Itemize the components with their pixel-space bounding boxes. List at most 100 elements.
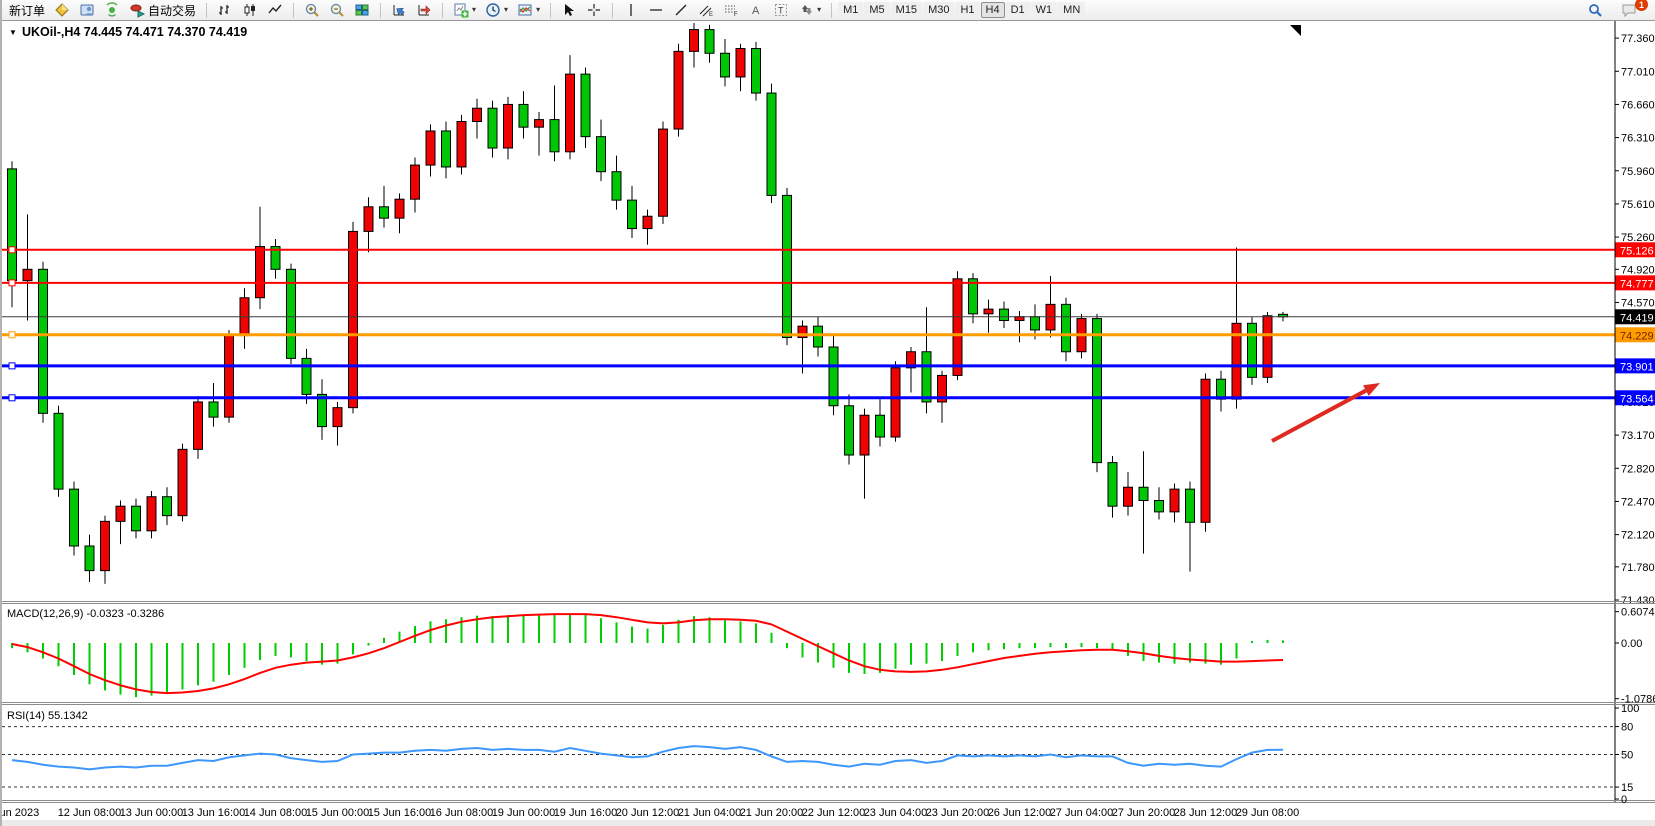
trendline-button[interactable] [669,1,693,19]
zoom-out-button[interactable] [325,1,349,19]
candle[interactable] [890,367,901,438]
candle[interactable] [503,103,513,149]
trend-arrow-annotation[interactable] [1271,383,1380,443]
dropdown-caret-icon[interactable]: ▾ [536,5,541,14]
candle[interactable] [642,215,653,230]
candle[interactable] [286,268,296,359]
candle[interactable] [952,278,963,376]
candle[interactable] [1107,462,1118,507]
candle[interactable] [1216,378,1226,400]
candle[interactable] [1061,303,1071,353]
candle[interactable] [813,325,823,348]
candle[interactable] [332,407,343,428]
candle[interactable] [115,505,126,522]
timeframe-button-D1[interactable]: D1 [1005,2,1030,18]
candle[interactable] [673,50,684,130]
signals-button[interactable] [100,1,124,19]
candle[interactable] [22,268,33,282]
tile-windows-button[interactable] [350,1,374,19]
vertical-line-button[interactable] [619,1,643,19]
candle[interactable] [549,119,560,153]
candle[interactable] [1262,315,1273,378]
candle[interactable] [301,357,312,395]
bar-chart-button[interactable] [213,1,237,19]
candle[interactable] [1185,488,1195,523]
candle[interactable] [751,48,761,94]
candle[interactable] [131,505,141,532]
candle[interactable] [844,405,854,456]
crosshair-button[interactable] [582,1,606,19]
candle[interactable] [348,230,358,409]
equidistant-channel-button[interactable]: E [694,1,718,19]
candle[interactable] [906,351,916,369]
line-anchor-handle[interactable] [8,362,16,370]
candle[interactable] [534,119,544,128]
auto-scroll-button[interactable] [387,1,411,19]
candle[interactable] [983,308,994,315]
timeframe-button-M1[interactable]: M1 [838,2,864,18]
candle[interactable] [255,246,265,299]
candle[interactable] [580,73,591,138]
candle[interactable] [689,29,699,52]
line-anchor-handle[interactable] [8,279,16,287]
candle[interactable] [379,206,389,219]
chart-canvas[interactable]: ▼ UKOil-,H4 74.445 74.471 74.370 74.419 77… [2,20,1655,826]
market-watch-button[interactable] [50,1,74,19]
candle[interactable] [518,103,529,128]
candle[interactable] [968,278,978,315]
candle[interactable] [1123,486,1133,507]
timeframe-button-M5[interactable]: M5 [864,2,890,18]
candle[interactable] [146,496,157,532]
candle[interactable] [1030,316,1040,331]
cursor-button[interactable] [557,1,581,19]
candle[interactable] [596,136,606,173]
candle[interactable] [410,164,420,200]
candle[interactable] [270,246,281,270]
candle[interactable] [921,351,932,403]
candle[interactable] [999,308,1009,321]
timeframe-button-W1[interactable]: W1 [1030,2,1058,18]
arrows-button[interactable]: ▾ [794,1,825,19]
candle[interactable] [456,120,467,168]
candle[interactable] [208,401,219,418]
candle[interactable] [162,496,172,517]
candle[interactable] [53,412,64,490]
candle[interactable] [69,488,79,547]
candle[interactable] [193,401,203,450]
line-anchor-handle[interactable] [8,394,16,402]
timeframe-button-MN[interactable]: MN [1058,2,1086,18]
text-button[interactable]: A [744,1,768,19]
candle[interactable] [704,29,715,54]
timeframe-button-M15[interactable]: M15 [890,2,923,18]
auto-trading-button[interactable]: 自动交易 [125,1,200,19]
candle[interactable] [565,73,575,153]
candle[interactable] [828,346,839,407]
line-anchor-handle[interactable] [8,331,16,339]
line-chart-button[interactable] [263,1,287,19]
fibonacci-button[interactable]: F [719,1,743,19]
symbol-dropdown-icon[interactable]: ▼ [9,28,17,37]
period-button[interactable]: ▾ [481,1,512,19]
dropdown-caret-icon[interactable]: ▾ [472,5,477,14]
candle[interactable] [766,92,777,196]
candle[interactable] [611,171,622,201]
candle[interactable] [363,206,374,232]
timeframe-button-H4[interactable]: H4 [980,2,1005,18]
candle[interactable] [1154,500,1164,513]
candle[interactable] [177,448,188,517]
dropdown-caret-icon[interactable]: ▾ [504,5,509,14]
candle[interactable] [38,268,48,414]
candle[interactable] [317,393,327,428]
candle[interactable] [735,48,746,78]
chart-shift-marker[interactable] [1290,25,1301,36]
timeframe-button-H1[interactable]: H1 [955,2,980,18]
candle[interactable] [394,198,405,219]
timeframe-button-M30[interactable]: M30 [923,2,955,18]
zoom-in-button[interactable] [300,1,324,19]
candle[interactable] [1092,318,1102,464]
candle[interactable] [1247,322,1257,378]
candle[interactable] [1200,378,1211,523]
candle[interactable] [658,128,668,217]
search-button[interactable] [1583,1,1607,19]
